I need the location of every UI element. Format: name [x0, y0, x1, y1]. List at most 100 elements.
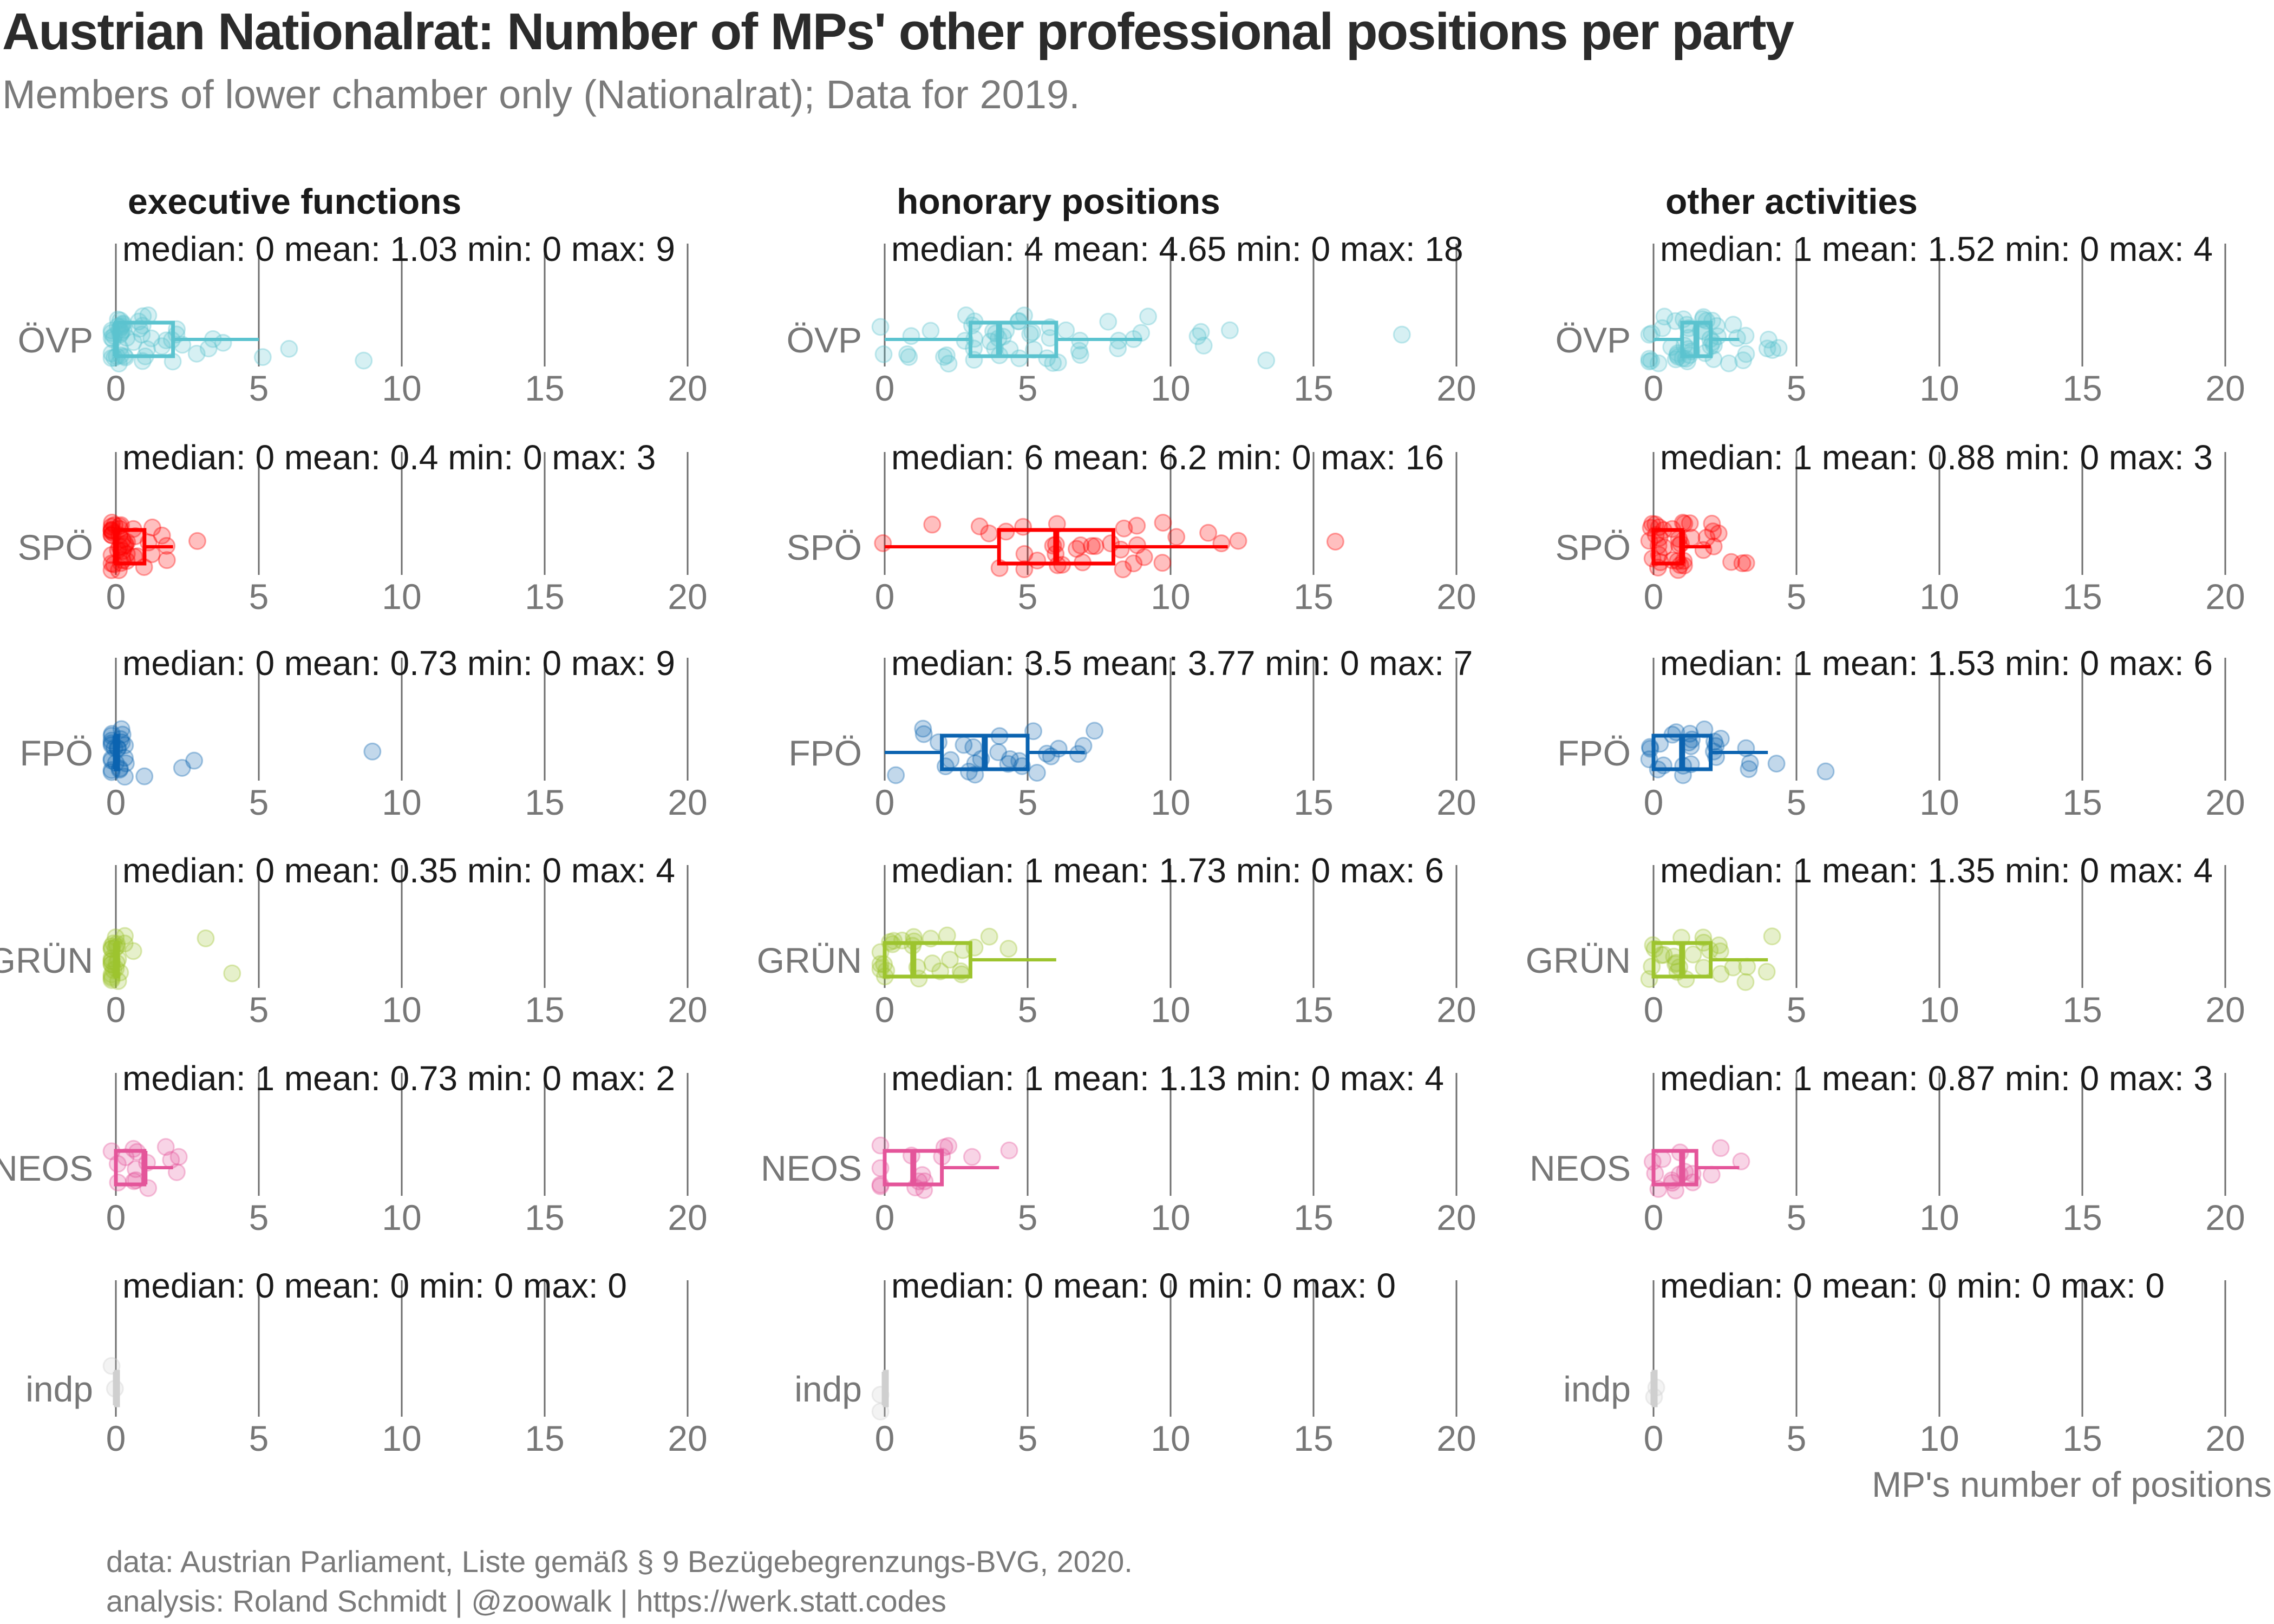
x-tick-label: 5	[249, 368, 269, 408]
data-point	[1724, 316, 1742, 334]
data-point	[1257, 351, 1276, 370]
x-tick-label: 0	[106, 368, 126, 408]
data-point	[1758, 339, 1776, 358]
data-point	[116, 927, 134, 945]
data-point	[1640, 352, 1658, 371]
summary-label: median: 1 mean: 1.53 min: 0 max: 6	[1660, 644, 2213, 683]
data-point	[1655, 946, 1673, 964]
x-tick-label: 10	[382, 782, 421, 822]
data-point	[1816, 762, 1835, 781]
x-tick-label: 10	[382, 1197, 421, 1237]
x-tick-label: 20	[668, 1197, 707, 1237]
data-point	[153, 337, 171, 356]
data-point	[1720, 354, 1738, 372]
summary-label: median: 6 mean: 6.2 min: 0 max: 16	[891, 438, 1444, 477]
box	[1651, 1149, 1698, 1187]
x-tick-label: 15	[525, 1418, 564, 1458]
party-label: FPÖ	[788, 733, 862, 773]
caption-source: data: Austrian Parliament, Liste gemäß §…	[106, 1544, 1133, 1579]
x-tick-label: 15	[2062, 990, 2102, 1030]
x-tick-label: 10	[1151, 782, 1190, 822]
data-point	[1736, 326, 1755, 345]
data-point	[1038, 349, 1056, 368]
x-tick-label: 10	[1919, 782, 1959, 822]
x-tick-label: 10	[382, 368, 421, 408]
data-point	[102, 561, 121, 579]
data-point	[1757, 962, 1776, 981]
data-point	[103, 513, 121, 532]
x-tick-label: 15	[1293, 990, 1333, 1030]
x-tick-label: 5	[1787, 782, 1807, 822]
data-point	[1722, 553, 1741, 571]
x-tick-label: 5	[1018, 368, 1038, 408]
x-tick-label: 5	[1018, 990, 1038, 1030]
data-point	[1194, 336, 1213, 355]
data-point	[923, 954, 942, 973]
data-point	[1667, 1181, 1685, 1200]
x-tick-label: 15	[1293, 782, 1333, 822]
x-tick-label: 15	[525, 368, 564, 408]
data-point	[942, 751, 960, 769]
x-tick-label: 15	[1293, 577, 1333, 617]
data-point	[143, 518, 161, 536]
x-tick-label: 20	[2205, 1418, 2245, 1458]
data-point	[1028, 763, 1046, 782]
party-label: GRÜN	[757, 940, 862, 980]
x-tick-label: 5	[249, 1197, 269, 1237]
x-tick-label: 20	[2205, 782, 2245, 822]
data-point	[118, 533, 136, 551]
x-tick-label: 10	[382, 577, 421, 617]
data-point	[1649, 354, 1668, 372]
data-point	[1021, 325, 1040, 343]
x-tick-label: 20	[1436, 577, 1476, 617]
data-point	[187, 344, 206, 363]
x-tick-label: 15	[2062, 1197, 2102, 1237]
data-point	[952, 965, 971, 984]
summary-label: median: 1 mean: 0.73 min: 0 max: 2	[122, 1059, 675, 1098]
summary-label: median: 0 mean: 1.03 min: 0 max: 9	[122, 230, 675, 269]
data-point	[999, 939, 1018, 958]
data-point	[223, 964, 241, 983]
data-point	[1640, 325, 1658, 344]
data-point	[1703, 333, 1722, 351]
data-point	[1128, 516, 1146, 535]
data-point	[980, 927, 998, 946]
data-point	[935, 348, 953, 366]
x-tick-label: 0	[1644, 1197, 1664, 1237]
data-point	[1711, 942, 1729, 960]
party-label: NEOS	[1530, 1148, 1631, 1188]
data-point	[1734, 351, 1753, 370]
x-tick-label: 0	[106, 1418, 126, 1458]
data-point	[112, 720, 130, 738]
data-point	[1109, 339, 1127, 358]
data-point	[169, 1148, 188, 1166]
data-point	[1188, 327, 1207, 345]
x-tick-label: 0	[875, 577, 895, 617]
data-point	[253, 348, 272, 366]
data-point	[1711, 1139, 1730, 1157]
party-label: SPÖ	[18, 527, 93, 567]
data-point	[1023, 323, 1042, 342]
summary-label: median: 1 mean: 0.88 min: 0 max: 3	[1660, 438, 2213, 477]
x-tick-label: 20	[1436, 782, 1476, 822]
data-point	[874, 345, 893, 363]
data-point	[900, 348, 918, 366]
data-point	[280, 339, 298, 358]
data-point	[1653, 319, 1671, 337]
x-tick-label: 10	[1919, 1418, 1959, 1458]
data-point	[887, 766, 905, 784]
summary-label: median: 0 mean: 0.73 min: 0 max: 9	[122, 644, 675, 683]
data-point	[1708, 317, 1726, 335]
x-tick-label: 20	[668, 1418, 707, 1458]
data-point	[935, 1138, 953, 1156]
data-point	[1068, 540, 1086, 558]
data-point	[874, 534, 892, 552]
x-tick-label: 10	[1151, 577, 1190, 617]
data-point	[937, 346, 956, 364]
data-point	[156, 1138, 175, 1156]
data-point	[1642, 351, 1661, 370]
data-point	[1199, 523, 1218, 542]
data-point	[1326, 532, 1344, 551]
box	[968, 320, 1058, 358]
